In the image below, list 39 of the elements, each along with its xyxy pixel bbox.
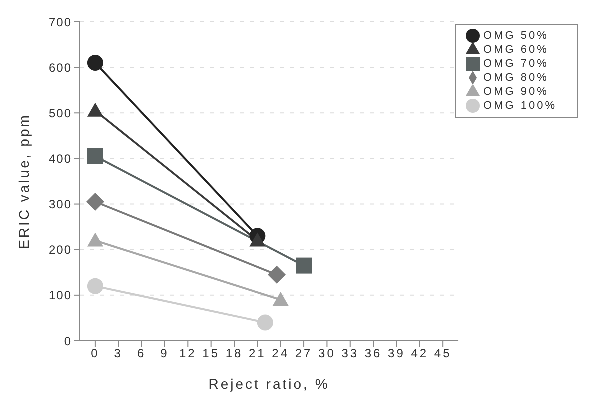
y-tick-label: 600	[48, 60, 72, 75]
x-tick-label: 42	[411, 346, 429, 361]
y-tick-label: 0	[64, 334, 72, 348]
legend-label: OMG 80%	[484, 72, 549, 84]
x-tick-label: 6	[137, 346, 146, 361]
point	[87, 148, 104, 164]
point	[87, 55, 104, 72]
point	[86, 193, 104, 212]
x-tick-label: 15	[202, 346, 220, 361]
legend-label: OMG 100%	[484, 100, 557, 112]
x-tick-label: 12	[179, 346, 197, 361]
y-tick-label: 200	[48, 243, 72, 258]
point	[296, 258, 312, 274]
point	[257, 314, 274, 331]
legend-label: OMG 60%	[484, 44, 549, 56]
x-tick-label: 21	[249, 346, 266, 361]
x-tick-label: 18	[226, 346, 244, 361]
x-tick-label: 0	[91, 346, 100, 361]
x-tick-label: 27	[295, 346, 313, 361]
x-tick-label: 39	[388, 346, 406, 361]
legend-label: OMG 50%	[484, 30, 549, 42]
legend-label: OMG 90%	[484, 86, 549, 98]
x-tick-label: 9	[160, 346, 170, 361]
y-tick-label: 500	[48, 106, 72, 120]
point	[268, 266, 286, 284]
point	[87, 278, 104, 294]
y-axis-title: ERIC value, ppm	[16, 114, 32, 250]
y-tick-label: 300	[48, 198, 72, 212]
x-tick-label: 3	[114, 346, 123, 361]
y-tick-label: 700	[48, 15, 72, 30]
x-tick-label: 30	[318, 346, 336, 361]
x-axis-title: Reject ratio, %	[208, 376, 330, 392]
y-tick-label: 100	[48, 288, 72, 303]
x-tick-label: 36	[364, 346, 382, 361]
y-tick-label: 400	[48, 152, 72, 166]
x-tick-label: 24	[272, 346, 290, 361]
x-tick-label: 33	[342, 346, 360, 361]
x-tick-label: 45	[434, 346, 452, 361]
legend-label: OMG 70%	[484, 58, 549, 70]
